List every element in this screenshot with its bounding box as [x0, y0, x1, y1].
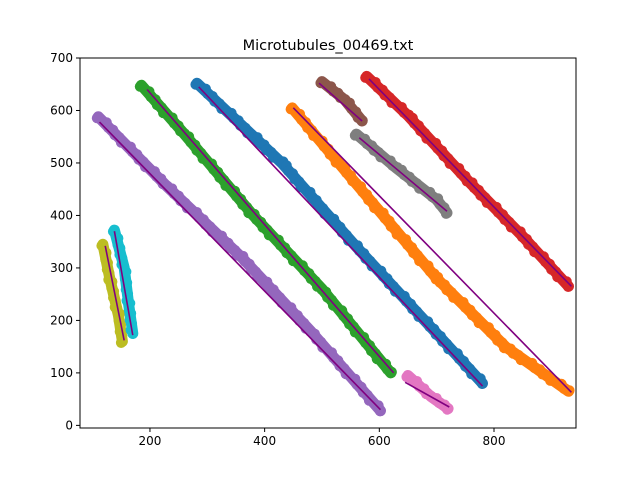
y-tick-label: 200: [50, 313, 73, 327]
series-layer: [91, 70, 575, 417]
series-8-point: [440, 208, 452, 219]
fit-line-4: [368, 78, 572, 287]
x-tick-label: 200: [139, 434, 162, 448]
fit-line-5: [98, 121, 382, 411]
fit-line-1: [198, 86, 484, 387]
y-tick-label: 100: [50, 366, 73, 380]
series-5: [91, 111, 386, 417]
y-tick-label: 600: [50, 103, 73, 117]
fit-line-10: [113, 231, 134, 336]
y-tick-label: 400: [50, 208, 73, 222]
y-tick-label: 700: [50, 51, 73, 65]
series-3: [134, 79, 397, 379]
x-tick-label: 800: [483, 434, 506, 448]
fit-line-2: [292, 107, 572, 393]
series-10: [107, 224, 139, 339]
series-4-point: [562, 281, 574, 292]
y-axis: 0 100 200 300 400 500 600 700: [50, 51, 80, 432]
fit-line-6: [318, 82, 363, 122]
series-5-point: [374, 405, 386, 417]
fit-line-layer: [98, 78, 572, 411]
series-7-point: [442, 404, 453, 415]
series-9-point: [115, 337, 127, 348]
y-tick-label: 500: [50, 156, 73, 170]
series-2: [285, 102, 575, 397]
fit-line-3: [146, 88, 395, 374]
y-tick-label: 300: [50, 261, 73, 275]
x-tick-label: 400: [253, 434, 276, 448]
series-1-point: [476, 378, 488, 389]
series-4: [360, 70, 574, 292]
series-1: [190, 77, 488, 389]
fit-line-7: [404, 381, 450, 408]
series-6-point: [357, 115, 368, 126]
fit-line-9: [104, 245, 125, 341]
x-tick-label: 600: [368, 434, 391, 448]
series-3-point: [386, 366, 397, 378]
x-axis: 200 400 600 800: [139, 428, 506, 448]
plot-frame: [79, 57, 577, 429]
fit-line-8: [358, 137, 448, 212]
series-7: [401, 370, 454, 415]
y-tick-label: 0: [65, 418, 73, 432]
chart-title: Microtubules_00469.txt: [243, 38, 414, 54]
